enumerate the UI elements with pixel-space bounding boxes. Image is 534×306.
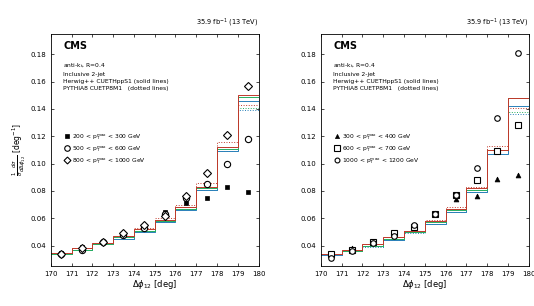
X-axis label: $\Delta\phi_{12}$ [deg]: $\Delta\phi_{12}$ [deg] — [402, 278, 447, 292]
Text: CMS: CMS — [63, 41, 87, 50]
Legend: 200 < p$_{\rm T}^{\rm max}$ < 300 GeV, 500 < p$_{\rm T}^{\rm max}$ < 600 GeV, 80: 200 < p$_{\rm T}^{\rm max}$ < 300 GeV, 5… — [62, 130, 148, 168]
Y-axis label: $\frac{1}{\sigma}\frac{d\sigma}{d\Delta\phi_{12}}$ [deg$^{-1}$]: $\frac{1}{\sigma}\frac{d\sigma}{d\Delta\… — [10, 123, 27, 177]
Text: 35.9 fb$^{-1}$ (13 TeV): 35.9 fb$^{-1}$ (13 TeV) — [466, 17, 529, 29]
Text: anti-k$_{\rm t}$, R=0.4
Inclusive 2-jet
Herwig++ CUETHppS1 (solid lines)
PYTHIA8: anti-k$_{\rm t}$, R=0.4 Inclusive 2-jet … — [333, 62, 439, 91]
Text: CMS: CMS — [333, 41, 357, 50]
Text: anti-k$_{\rm t}$, R=0.4
Inclusive 2-jet
Herwig++ CUETHppS1 (solid lines)
PYTHIA8: anti-k$_{\rm t}$, R=0.4 Inclusive 2-jet … — [63, 62, 169, 91]
Legend: 300 < p$_{\rm T}^{\rm max}$ < 400 GeV, 600 < p$_{\rm T}^{\rm max}$ < 700 GeV, 10: 300 < p$_{\rm T}^{\rm max}$ < 400 GeV, 6… — [332, 130, 422, 168]
X-axis label: $\Delta\phi_{12}$ [deg]: $\Delta\phi_{12}$ [deg] — [132, 278, 177, 292]
Text: 35.9 fb$^{-1}$ (13 TeV): 35.9 fb$^{-1}$ (13 TeV) — [196, 17, 258, 29]
